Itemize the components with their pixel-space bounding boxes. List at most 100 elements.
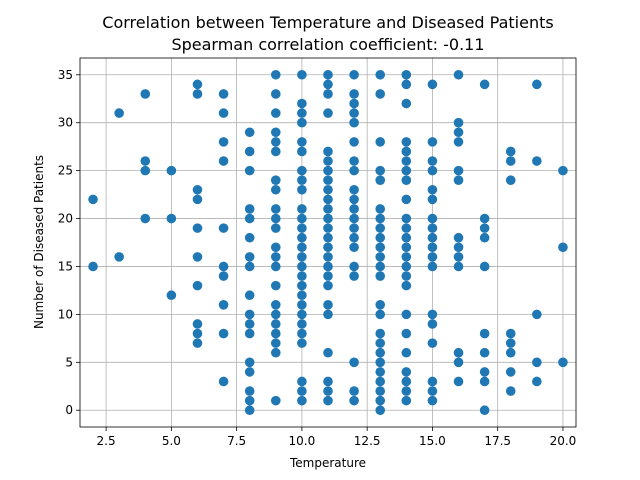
data-point [375,165,386,176]
data-point [375,357,386,368]
data-point [244,204,255,214]
data-point [375,395,386,406]
y-tick-label: 35 [58,68,73,82]
data-point [297,117,307,128]
data-point [244,146,255,157]
x-axis-ticks: 2.5 5.0 7.5 10.0 12.5 15.0 17.5 20.0 [97,427,577,448]
x-tick-label: 17.5 [484,434,511,448]
data-point [532,309,542,320]
data-point [244,328,255,339]
data-point [401,242,412,253]
data-point [401,347,412,358]
data-point [192,319,203,329]
data-point [375,223,386,233]
data-point [349,165,359,176]
data-point [349,69,359,80]
data-point [297,319,307,329]
data-point [218,108,229,118]
data-point [401,376,412,387]
data-point [323,89,333,99]
data-point [323,299,333,310]
x-tick-label: 15.0 [419,434,446,448]
data-point [323,271,333,281]
data-point [297,386,307,396]
data-point [323,223,333,233]
data-point [218,89,229,99]
y-tick-label: 10 [58,307,73,321]
data-point [192,79,203,90]
data-point [270,127,281,138]
data-point [297,175,307,186]
data-point [323,79,333,90]
data-point [453,232,464,243]
data-point [244,309,255,320]
data-point [558,165,568,176]
data-point [297,242,307,253]
data-point [192,223,203,233]
data-point [88,194,98,205]
x-tick-label: 7.5 [227,434,246,448]
y-axis-label: Number of Diseased Patients [32,155,46,329]
chart-subtitle: Spearman correlation coefficient: -0.11 [171,35,484,54]
data-point [349,261,359,272]
data-point [453,357,464,368]
data-point [297,290,307,301]
data-point [297,146,307,157]
data-point [166,290,177,301]
data-point [349,89,359,99]
data-point [505,175,516,186]
data-point [375,204,386,214]
data-point [479,347,490,358]
data-point [297,395,307,406]
data-point [427,338,438,348]
data-point [453,127,464,138]
data-point [192,338,203,348]
data-point [349,137,359,147]
data-point [270,204,281,214]
data-point [427,165,438,176]
data-point [375,232,386,243]
data-point [297,184,307,195]
data-point [401,232,412,243]
data-point [140,156,151,166]
data-point [323,232,333,243]
data-point [427,213,438,224]
data-point [297,309,307,320]
data-point [505,367,516,377]
data-point [323,395,333,406]
data-point [427,156,438,166]
y-tick-label: 5 [65,355,73,369]
data-point [453,347,464,358]
data-point [297,261,307,272]
data-point [297,299,307,310]
data-point [244,165,255,176]
data-point [505,386,516,396]
data-point [297,213,307,224]
data-point [270,213,281,224]
data-point [297,137,307,147]
data-point [323,204,333,214]
data-point [323,252,333,262]
data-point [375,347,386,358]
data-point [375,242,386,253]
data-point [453,165,464,176]
data-point [401,367,412,377]
data-point [401,252,412,262]
data-point [375,175,386,186]
x-tick-label: 20.0 [550,434,577,448]
data-point [401,137,412,147]
data-point [270,137,281,147]
data-point [218,137,229,147]
data-point [270,309,281,320]
data-point [453,175,464,186]
data-point [297,165,307,176]
data-point [297,338,307,348]
data-point [244,357,255,368]
data-point [479,376,490,387]
data-point [401,223,412,233]
data-point [323,376,333,387]
data-point [453,376,464,387]
data-point [244,405,255,416]
data-point [270,175,281,186]
data-point [401,271,412,281]
